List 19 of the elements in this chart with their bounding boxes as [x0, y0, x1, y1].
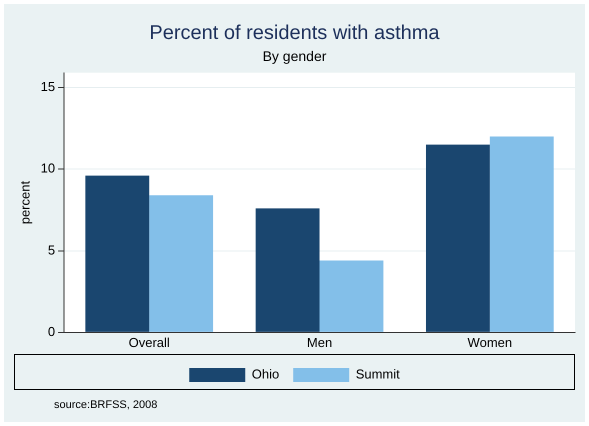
legend-label: Ohio: [252, 366, 280, 382]
bar: [320, 260, 384, 332]
bar: [490, 136, 554, 332]
x-tick-label: Men: [306, 334, 332, 350]
source-note: source:BRFSS, 2008: [54, 399, 158, 411]
legend-label: Summit: [356, 366, 400, 382]
bar: [85, 176, 150, 332]
y-tick-label: 10: [40, 160, 56, 176]
chart-subtitle: By gender: [262, 48, 328, 64]
y-axis-title: percent: [17, 180, 32, 224]
bar: [256, 208, 320, 332]
chart-title: Percent of residents with asthma: [148, 22, 441, 45]
y-tick-label: 5: [48, 242, 56, 258]
y-tick-label: 15: [40, 79, 56, 94]
x-tick-label: Women: [468, 334, 512, 350]
y-tick-label: 0: [48, 324, 56, 339]
x-tick-label: Overall: [128, 334, 170, 350]
bar: [149, 195, 214, 332]
bar: [426, 144, 490, 332]
